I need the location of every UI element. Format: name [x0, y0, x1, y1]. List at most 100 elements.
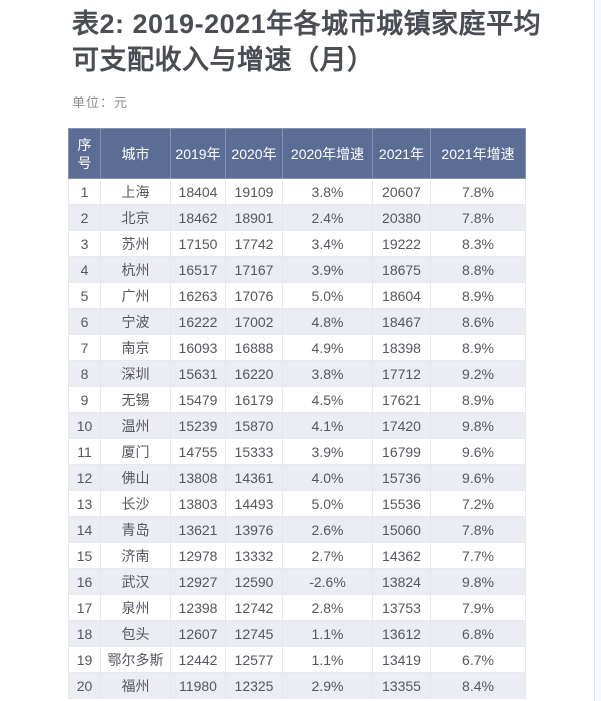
table-row: 4 杭州 16517 17167 3.9% 18675 8.8%	[68, 256, 526, 283]
value-cell: 18467	[372, 308, 431, 335]
value-cell: 13419	[372, 646, 431, 673]
value-cell: 3.9%	[282, 438, 373, 465]
city-cell: 杭州	[100, 256, 171, 283]
row-index-cell: 15	[68, 542, 101, 569]
value-cell: 12742	[225, 594, 283, 621]
column-header: 2020年增速	[282, 128, 373, 179]
row-index-cell: 18	[68, 620, 101, 647]
row-index-cell: 6	[68, 308, 101, 335]
value-cell: 8.8%	[430, 256, 526, 283]
table-row: 12 佛山 13808 14361 4.0% 15736 9.6%	[68, 464, 526, 491]
value-cell: 6.7%	[430, 646, 526, 673]
city-cell: 福州	[100, 672, 171, 699]
table-row: 15 济南 12978 13332 2.7% 14362 7.7%	[68, 542, 526, 569]
row-index-cell: 3	[68, 230, 101, 257]
column-header: 城市	[100, 128, 171, 179]
value-cell: 14362	[372, 542, 431, 569]
column-header: 序号	[68, 128, 101, 179]
value-cell: 15479	[170, 386, 226, 413]
unit-label: 单位：元	[72, 95, 129, 110]
value-cell: 4.9%	[282, 334, 373, 361]
value-cell: 16222	[170, 308, 226, 335]
value-cell: 16888	[225, 334, 283, 361]
value-cell: 15239	[170, 412, 226, 439]
value-cell: 18604	[372, 282, 431, 309]
value-cell: 5.0%	[282, 282, 373, 309]
row-index-cell: 14	[68, 516, 101, 543]
value-cell: 20380	[372, 204, 431, 231]
table-row: 3 苏州 17150 17742 3.4% 19222 8.3%	[68, 230, 526, 257]
value-cell: 7.7%	[430, 542, 526, 569]
value-cell: 12745	[225, 620, 283, 647]
value-cell: 18901	[225, 204, 283, 231]
value-cell: 13803	[170, 490, 226, 517]
value-cell: 7.9%	[430, 594, 526, 621]
row-index-cell: 11	[68, 438, 101, 465]
row-index-cell: 2	[68, 204, 101, 231]
city-cell: 厦门	[100, 438, 171, 465]
value-cell: 12325	[225, 672, 283, 699]
city-cell: 北京	[100, 204, 171, 231]
value-cell: 7.8%	[430, 204, 526, 231]
table-row: 7 南京 16093 16888 4.9% 18398 8.9%	[68, 334, 526, 361]
value-cell: 12978	[170, 542, 226, 569]
table-row: 11 厦门 14755 15333 3.9% 16799 9.6%	[68, 438, 526, 465]
city-cell: 武汉	[100, 568, 171, 595]
value-cell: 18404	[170, 178, 226, 205]
city-cell: 广州	[100, 282, 171, 309]
value-cell: 8.9%	[430, 386, 526, 413]
value-cell: 9.2%	[430, 360, 526, 387]
value-cell: 15060	[372, 516, 431, 543]
table-row: 17 泉州 12398 12742 2.8% 13753 7.9%	[68, 594, 526, 621]
value-cell: 16517	[170, 256, 226, 283]
row-index-cell: 1	[68, 178, 101, 205]
value-cell: 20607	[372, 178, 431, 205]
value-cell: 17002	[225, 308, 283, 335]
value-cell: 8.9%	[430, 282, 526, 309]
row-index-cell: 10	[68, 412, 101, 439]
value-cell: 12927	[170, 568, 226, 595]
city-cell: 温州	[100, 412, 171, 439]
value-cell: 8.6%	[430, 308, 526, 335]
value-cell: 18462	[170, 204, 226, 231]
value-cell: 2.4%	[282, 204, 373, 231]
value-cell: 17712	[372, 360, 431, 387]
row-index-cell: 4	[68, 256, 101, 283]
value-cell: 4.8%	[282, 308, 373, 335]
value-cell: 15736	[372, 464, 431, 491]
table-row: 20 福州 11980 12325 2.9% 13355 8.4%	[68, 672, 526, 699]
value-cell: 18398	[372, 334, 431, 361]
value-cell: 8.3%	[430, 230, 526, 257]
value-cell: 3.9%	[282, 256, 373, 283]
value-cell: 15333	[225, 438, 283, 465]
value-cell: 13332	[225, 542, 283, 569]
value-cell: 2.7%	[282, 542, 373, 569]
table-row: 8 深圳 15631 16220 3.8% 17712 9.2%	[68, 360, 526, 387]
row-index-cell: 12	[68, 464, 101, 491]
value-cell: 8.9%	[430, 334, 526, 361]
value-cell: 6.8%	[430, 620, 526, 647]
city-cell: 佛山	[100, 464, 171, 491]
value-cell: 17420	[372, 412, 431, 439]
column-header: 2019年	[170, 128, 226, 179]
value-cell: -2.6%	[282, 568, 373, 595]
value-cell: 9.6%	[430, 438, 526, 465]
value-cell: 13621	[170, 516, 226, 543]
value-cell: 5.0%	[282, 490, 373, 517]
scrollbar-track[interactable]	[594, 0, 601, 701]
value-cell: 19222	[372, 230, 431, 257]
city-cell: 包头	[100, 620, 171, 647]
value-cell: 13824	[372, 568, 431, 595]
value-cell: 15631	[170, 360, 226, 387]
value-cell: 1.1%	[282, 620, 373, 647]
value-cell: 12577	[225, 646, 283, 673]
city-cell: 济南	[100, 542, 171, 569]
value-cell: 7.2%	[430, 490, 526, 517]
value-cell: 17150	[170, 230, 226, 257]
table-body: 1 上海 18404 19109 3.8% 20607 7.8% 2 北京 18462 18901 2…	[68, 178, 526, 699]
value-cell: 4.1%	[282, 412, 373, 439]
page-title: 表2: 2019-2021年各城市城镇家庭平均可支配收入与增速（月）	[72, 9, 542, 75]
value-cell: 18675	[372, 256, 431, 283]
table-header-row: 序号 城市 2019年 2020年 2020年增速 2021年 2021年增速	[68, 128, 526, 179]
city-cell: 鄂尔多斯	[100, 646, 171, 673]
